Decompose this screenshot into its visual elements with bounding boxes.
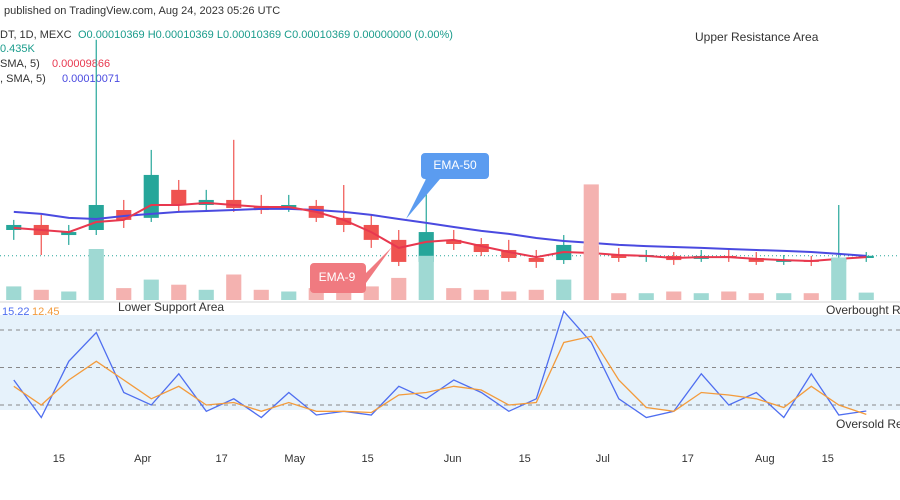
x-tick-label: May (284, 453, 305, 465)
volume-bar (611, 293, 627, 300)
candle-body (748, 258, 764, 262)
candle-body (446, 239, 462, 244)
ema-line (13, 201, 867, 263)
sma1-name: SMA, 5) (0, 58, 40, 70)
volume-bar (528, 289, 544, 300)
candle-body (473, 244, 489, 253)
ohlc: O0.00010369 H0.00010369 L0.00010369 C0.0… (78, 29, 453, 41)
annotation: Upper Resistance Area (695, 30, 819, 44)
ema50-label: EMA-50 (433, 158, 477, 172)
volume-bar (803, 293, 819, 300)
ema50-callout (406, 153, 489, 219)
sma1-value: 0.00009866 (52, 58, 110, 70)
x-tick-label: Jun (444, 453, 462, 465)
volume-bar (281, 291, 297, 300)
volume-bar (171, 284, 187, 300)
candle-body (501, 249, 517, 258)
volume-bar (6, 286, 22, 300)
stoch-panel (0, 315, 900, 410)
volume-bar (363, 286, 379, 300)
volume-bar (748, 293, 764, 300)
x-tick-label: 15 (822, 453, 834, 465)
volume-bar (198, 289, 214, 300)
volume-bar (61, 291, 77, 300)
volume-legend: 0.435K (0, 43, 36, 55)
candle-body (171, 189, 187, 205)
candle-body (528, 258, 544, 262)
volume-bar (418, 255, 434, 300)
volume-bar (721, 291, 737, 300)
candle-body (6, 224, 22, 230)
volume-bar (556, 279, 572, 300)
stoch-line (13, 335, 867, 416)
x-tick-label: Jul (596, 453, 610, 465)
candle-body (418, 232, 434, 262)
x-tick-label: 17 (216, 453, 228, 465)
candle-body (143, 174, 159, 218)
volume-bar (666, 291, 682, 300)
annotation: Oversold Re (836, 417, 900, 431)
x-tick-label: Aug (755, 453, 775, 465)
ema-line (13, 207, 867, 257)
volume-bar (446, 288, 462, 300)
ema9-callout (310, 247, 392, 293)
volume-bar (501, 291, 517, 300)
volume-bar (473, 289, 489, 300)
candle-body (391, 239, 407, 262)
volume-bar (583, 184, 599, 300)
stoch-value-label: 12.45 (32, 306, 60, 318)
stoch-value-label: 15.22 (2, 306, 30, 318)
x-tick-label: 15 (362, 453, 374, 465)
volume-bar (693, 293, 709, 300)
volume-bar (776, 293, 792, 300)
x-tick-label: 15 (53, 453, 65, 465)
symbol: DT, 1D, MEXC (0, 29, 72, 41)
candle-body (226, 199, 242, 208)
volume-bar (308, 288, 324, 300)
annotation: Overbought R (826, 303, 900, 317)
volume-bar (116, 288, 132, 300)
volume-bar (226, 274, 242, 300)
ema9-label: EMA-9 (319, 270, 356, 284)
annotation: Lower Support Area (118, 300, 224, 314)
x-tick-label: 15 (519, 453, 531, 465)
sma2-name: , SMA, 5) (0, 73, 46, 85)
volume-bar (391, 277, 407, 300)
x-tick-label: 17 (682, 453, 694, 465)
volume-bar (858, 292, 874, 300)
plot (0, 39, 900, 419)
volume-bar (831, 257, 847, 300)
published-text: published on TradingView.com, Aug 24, 20… (4, 5, 280, 17)
candle-body (61, 232, 77, 236)
candle-body (611, 255, 627, 258)
volume-bar (638, 293, 654, 300)
volume-bar (33, 289, 49, 300)
volume-bar (253, 289, 269, 300)
stoch-band (0, 315, 900, 410)
sma2-value: 0.00010071 (62, 73, 120, 85)
candle-body (336, 217, 352, 225)
x-tick-label: Apr (134, 453, 151, 465)
volume-bar (88, 249, 104, 300)
volume-bar (143, 279, 159, 300)
candle-body (116, 210, 132, 220)
